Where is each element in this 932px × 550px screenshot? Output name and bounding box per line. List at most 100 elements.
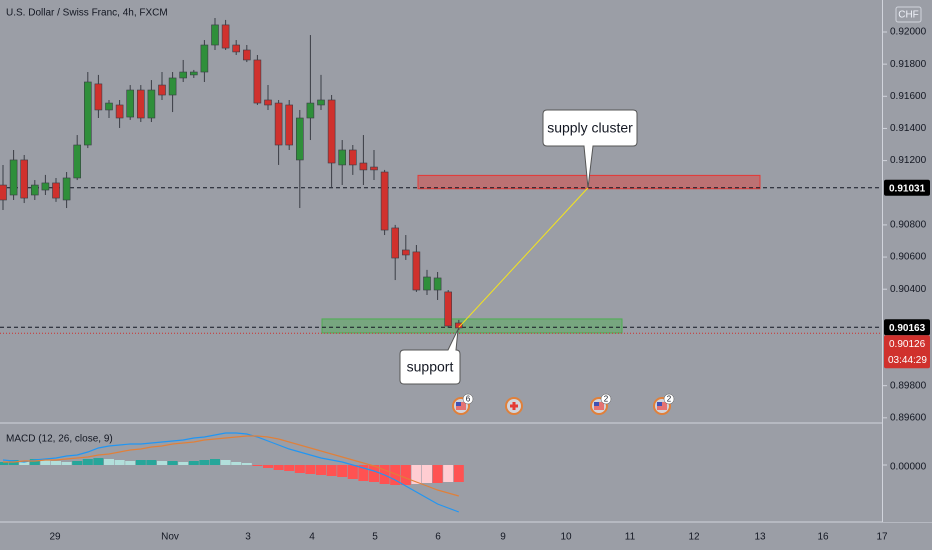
us-flag-canton — [456, 402, 461, 406]
candle-body — [454, 322, 463, 329]
callout-bubble — [399, 329, 461, 385]
y-tick-label: 0.91200 — [890, 155, 927, 166]
candle-body — [221, 24, 230, 49]
candle-body — [306, 102, 315, 119]
macd-histogram-bar — [369, 465, 379, 482]
macd-histogram-bar — [411, 465, 422, 484]
axis-corner — [887, 523, 932, 550]
candle-body — [41, 182, 50, 191]
currency-label: CHF — [898, 10, 919, 21]
macd-histogram-bar — [326, 465, 337, 476]
macd-histogram-bar — [263, 465, 273, 468]
macd-histogram-bar — [316, 465, 326, 475]
event-badge — [663, 393, 675, 405]
candle-body — [52, 182, 60, 199]
macd-histogram-bar — [167, 461, 178, 465]
last-price-label: 0.90126 — [889, 339, 926, 350]
event-badge — [462, 393, 474, 405]
zone — [321, 318, 623, 334]
candle-body — [264, 99, 272, 106]
x-tick-label: 3 — [245, 532, 251, 543]
candle-body — [200, 44, 209, 73]
candle-body — [168, 77, 177, 96]
x-tick-label: 6 — [435, 532, 441, 543]
candle-body — [30, 184, 39, 196]
us-flag-canton — [594, 402, 599, 406]
macd-histogram-bar — [231, 462, 242, 465]
candle-body — [137, 89, 145, 119]
callout-text: support — [407, 359, 454, 375]
macd-histogram-bar — [432, 465, 443, 483]
level-label: 0.91031 — [889, 183, 926, 194]
event-badge-text: 2 — [667, 395, 672, 404]
y-tick-label: 0.91400 — [890, 123, 927, 134]
candle-body — [20, 159, 29, 199]
macd-histogram-bar — [114, 460, 125, 465]
macd-histogram-bar — [305, 465, 316, 474]
candle-body — [370, 166, 378, 171]
candle-body — [94, 83, 103, 111]
macd-histogram-bar — [157, 461, 167, 465]
x-tick-label: 9 — [500, 532, 506, 543]
candle-body — [62, 177, 71, 201]
macd-histogram-bar — [294, 465, 305, 473]
level-label-box — [884, 319, 930, 336]
x-tick-label: 29 — [49, 532, 61, 543]
candle-body — [84, 81, 92, 146]
countdown-label: 03:44:29 — [888, 355, 927, 366]
macd-histogram-bar — [135, 460, 146, 465]
currency-box — [895, 6, 922, 23]
x-tick-label: 16 — [817, 532, 829, 543]
x-tick-label: Nov — [161, 532, 179, 543]
callout-bubble — [542, 109, 638, 188]
y-tick-label: 0.91600 — [890, 91, 927, 102]
candle-body — [105, 102, 113, 111]
candle-body — [444, 291, 453, 327]
callout-text: supply cluster — [547, 120, 633, 136]
candle-body — [423, 276, 431, 291]
event-badge — [600, 393, 612, 405]
macd-histogram-bar — [51, 461, 61, 465]
macd-histogram-bar — [61, 462, 72, 465]
level-label: 0.90163 — [889, 323, 926, 334]
candle-body — [433, 277, 442, 291]
y-tick-label: 0.89600 — [890, 412, 927, 423]
candle-body — [0, 184, 7, 201]
candle-body — [158, 84, 166, 96]
macd-histogram-bar — [178, 462, 189, 465]
x-tick-label: 13 — [754, 532, 766, 543]
y-tick-label: 0.90400 — [890, 284, 927, 295]
x-tick-label: 12 — [688, 532, 700, 543]
candle-body — [391, 227, 400, 259]
candle-body — [327, 99, 336, 164]
x-tick-label: 5 — [372, 532, 378, 543]
macd-histogram-bar — [422, 465, 432, 483]
macd-histogram-bar — [347, 465, 358, 479]
macd-histogram-bar — [0, 462, 8, 465]
candle-body — [232, 44, 240, 53]
swiss-cross — [512, 402, 516, 410]
candle-body — [211, 24, 219, 46]
candle-body — [359, 162, 368, 171]
macd-histogram-bar — [188, 461, 199, 465]
macd-histogram-bar — [358, 465, 369, 481]
candle-body — [380, 171, 389, 231]
y-tick-label: 0.91800 — [890, 59, 927, 70]
x-tick-label: 11 — [625, 532, 636, 543]
macd-line — [3, 435, 459, 497]
macd-histogram-bar — [210, 459, 220, 465]
candle-body — [412, 251, 421, 291]
macd-histogram-bar — [72, 461, 83, 465]
event-badge-text: 6 — [466, 395, 471, 404]
macd-histogram-bar — [199, 460, 210, 465]
macd-histogram-bar — [400, 465, 411, 485]
last-price-box — [884, 335, 930, 369]
macd-histogram-bar — [390, 465, 401, 485]
y-tick-label: 0.00000 — [890, 462, 927, 473]
macd-histogram-bar — [337, 465, 348, 477]
candle-body — [338, 149, 347, 166]
macd-histogram-bar — [29, 459, 40, 465]
x-tick-label: 17 — [876, 532, 888, 543]
